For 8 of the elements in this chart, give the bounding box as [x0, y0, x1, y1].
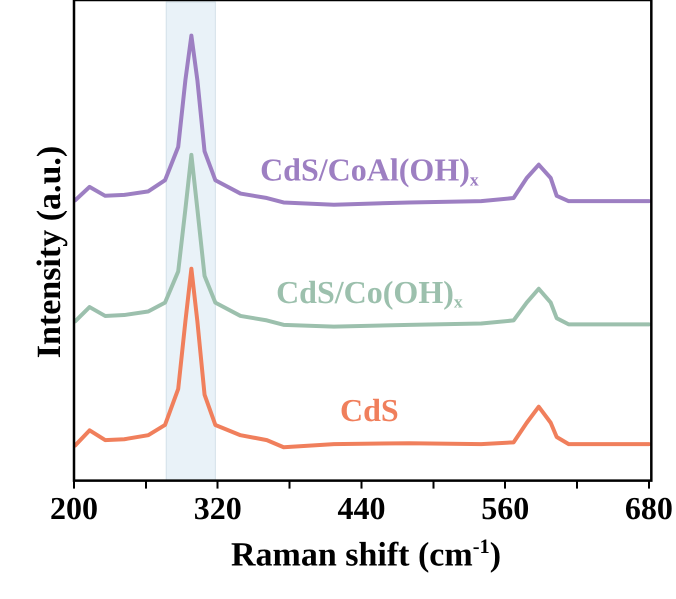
series-label: CdS	[340, 392, 399, 428]
x-tick-label: 560	[481, 490, 530, 526]
x-tick-label: 200	[50, 490, 98, 526]
x-tick-label: 440	[337, 490, 386, 526]
x-tick-label: 680	[624, 490, 673, 526]
y-axis-title: Intensity (a.u.)	[31, 146, 69, 358]
x-axis-title: Raman shift (cm$^{-1}$)	[230, 536, 502, 574]
x-tick-label: 320	[194, 490, 242, 526]
